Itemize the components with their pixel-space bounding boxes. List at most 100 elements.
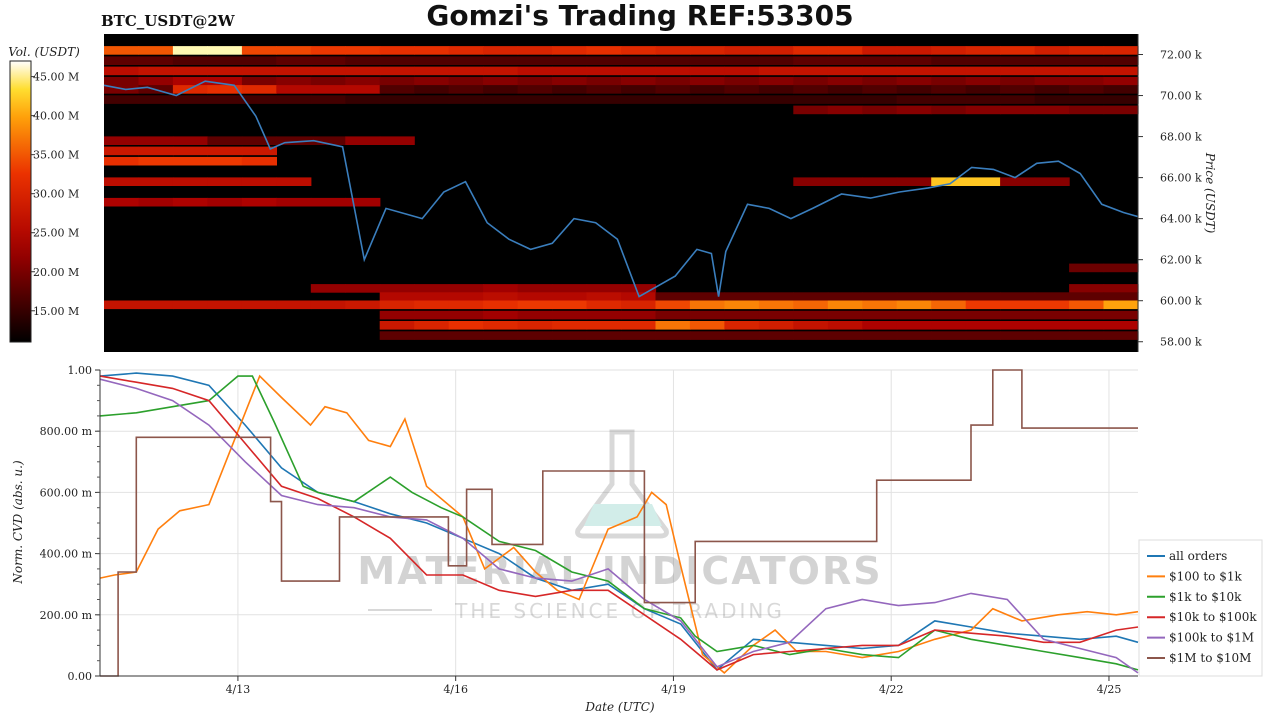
series-1m-10m — [100, 369, 1138, 677]
y-tick-label: 0.00 — [68, 670, 93, 683]
heatmap-cell — [689, 310, 725, 320]
legend-label: $100 to $1k — [1169, 569, 1242, 583]
heatmap-cell — [414, 76, 450, 86]
heatmap-cell — [1034, 105, 1070, 115]
heatmap-cell — [1000, 321, 1036, 330]
price-tick-label: 66.00 k — [1160, 172, 1202, 185]
heatmap-cell — [621, 331, 657, 340]
heatmap-cell — [379, 95, 415, 104]
heatmap-cell — [1069, 292, 1105, 301]
heatmap-cell — [1000, 310, 1036, 320]
heatmap-cell — [1069, 300, 1105, 310]
heatmap-cell — [965, 292, 1001, 301]
heatmap-cell — [483, 292, 519, 301]
heatmap-cell — [965, 56, 1001, 65]
heatmap-cell — [965, 105, 1001, 115]
heatmap-cell — [138, 177, 174, 186]
heatmap-cell — [414, 300, 450, 310]
heatmap-cell — [793, 66, 829, 76]
heatmap-cell — [655, 292, 691, 301]
heatmap-cell — [793, 46, 829, 55]
legend-box — [1138, 539, 1263, 677]
heatmap-cell — [207, 300, 243, 310]
heatmap-cell — [621, 310, 657, 320]
heatmap-cell — [1103, 66, 1139, 76]
heatmap-cell — [965, 85, 1001, 94]
heatmap-cell — [241, 156, 277, 166]
heatmap-cell — [1103, 85, 1139, 94]
colorbar-tick-label: 40.00 M — [33, 110, 79, 123]
heatmap-cell — [448, 95, 484, 104]
heatmap-cell — [1000, 46, 1036, 55]
heatmap-cell — [345, 85, 381, 94]
heatmap-cell — [448, 46, 484, 55]
heatmap-cell — [1069, 321, 1105, 330]
heatmap-cell — [793, 56, 829, 65]
heatmap-cell — [1069, 46, 1105, 55]
heatmap-cell — [276, 300, 312, 310]
heatmap-cell — [758, 95, 794, 104]
heatmap-cell — [931, 56, 967, 65]
heatmap-cell — [1034, 66, 1070, 76]
heatmap-cell — [1034, 85, 1070, 94]
heatmap-cell — [310, 76, 346, 86]
heatmap-cell — [724, 310, 760, 320]
heatmap-cell — [379, 85, 415, 94]
heatmap-cell — [414, 46, 450, 55]
x-tick-label: 4/25 — [1097, 683, 1122, 696]
heatmap-cell — [827, 46, 863, 55]
heatmap-cell — [793, 85, 829, 94]
heatmap-cell — [862, 85, 898, 94]
heatmap-cell — [965, 95, 1001, 104]
heatmap-cell — [276, 85, 312, 94]
y-tick-label: 400.00 m — [40, 548, 93, 561]
heatmap-cell — [655, 321, 691, 330]
heatmap-cell — [931, 95, 967, 104]
heatmap-cell — [1000, 105, 1036, 115]
heatmap-cell — [172, 300, 208, 310]
price-axis-label: Price (USDT) — [1203, 152, 1217, 234]
price-tick-label: 60.00 k — [1160, 295, 1202, 308]
heatmap-cell — [586, 292, 622, 301]
x-tick-label: 4/22 — [879, 683, 904, 696]
heatmap-cell — [1000, 56, 1036, 65]
heatmap-cell — [689, 85, 725, 94]
heatmap-cell — [310, 66, 346, 76]
heatmap-cell — [931, 300, 967, 310]
heatmap-cell — [552, 284, 588, 293]
heatmap-cell — [689, 292, 725, 301]
heatmap-cell — [379, 76, 415, 86]
heatmap-cell — [138, 197, 174, 207]
heatmap-cell — [552, 66, 588, 76]
heatmap-cell — [483, 66, 519, 76]
heatmap-cell — [552, 321, 588, 330]
heatmap-cell — [655, 85, 691, 94]
heatmap-cell — [896, 76, 932, 86]
heatmap-cell — [207, 197, 243, 207]
series-1k-10k — [99, 375, 1139, 671]
heatmap-cell — [1034, 331, 1070, 340]
heatmap-cell — [483, 76, 519, 86]
heatmap-cell — [276, 197, 312, 207]
heatmap-cell — [724, 76, 760, 86]
heatmap-cell — [1034, 95, 1070, 104]
heatmap-cell — [483, 310, 519, 320]
heatmap-cell — [448, 284, 484, 293]
heatmap-cell — [172, 156, 208, 166]
heatmap-cell — [758, 66, 794, 76]
heatmap-cell — [241, 197, 277, 207]
flask-liquid-icon — [584, 504, 662, 526]
heatmap-cell — [552, 300, 588, 310]
heatmap-cell — [138, 76, 174, 86]
heatmap-cell — [896, 321, 932, 330]
heatmap-cell — [655, 46, 691, 55]
heatmap-title: BTC_USDT@2W — [101, 12, 235, 30]
heatmap-cell — [758, 300, 794, 310]
heatmap-cell — [862, 66, 898, 76]
heatmap-cell — [1103, 284, 1139, 293]
heatmap-cell — [310, 56, 346, 65]
heatmap-cell — [1034, 177, 1070, 186]
heatmap-cell — [1034, 300, 1070, 310]
heatmap-cell — [758, 85, 794, 94]
